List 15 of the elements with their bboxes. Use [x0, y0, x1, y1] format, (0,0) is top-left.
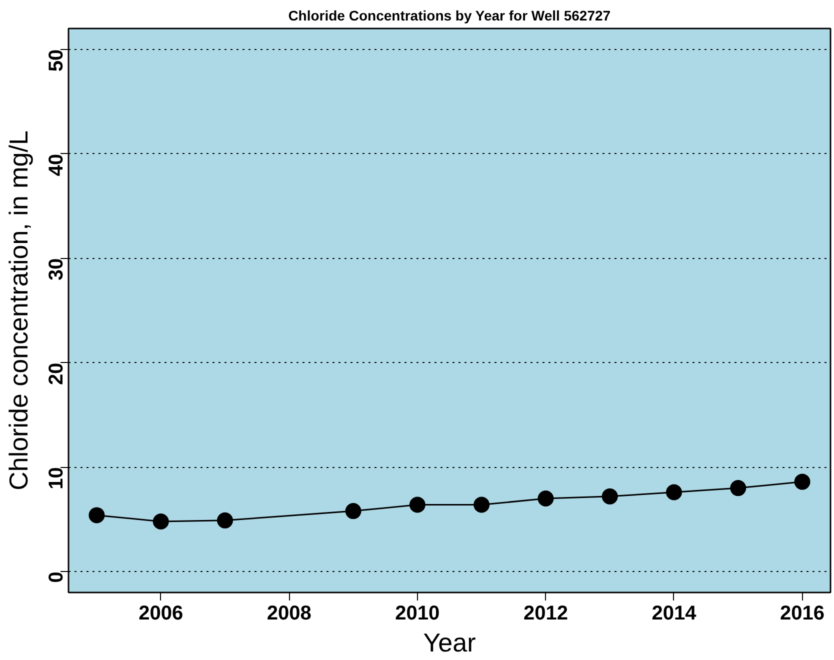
x-tick-label: 2010: [395, 602, 440, 624]
x-axis-title: Year: [423, 628, 476, 658]
y-tick-label: 20: [46, 362, 68, 385]
x-tick-label: 2012: [523, 602, 568, 624]
x-tick-label: 2016: [780, 602, 825, 624]
y-tick-label: 0: [46, 572, 68, 583]
x-tick-label: 2006: [138, 602, 184, 624]
y-tick-label: 30: [46, 258, 68, 281]
chart-title: Chloride Concentrations by Year for Well 562727: [288, 8, 611, 24]
y-tick-label: 40: [46, 154, 68, 176]
y-axis-title: Chloride concentration, in mg/L: [4, 130, 34, 490]
x-tick-label: 2014: [652, 602, 698, 624]
y-tick-label: 10: [46, 467, 68, 490]
x-tick-label: 2008: [266, 602, 312, 624]
y-tick-label: 50: [46, 49, 68, 72]
